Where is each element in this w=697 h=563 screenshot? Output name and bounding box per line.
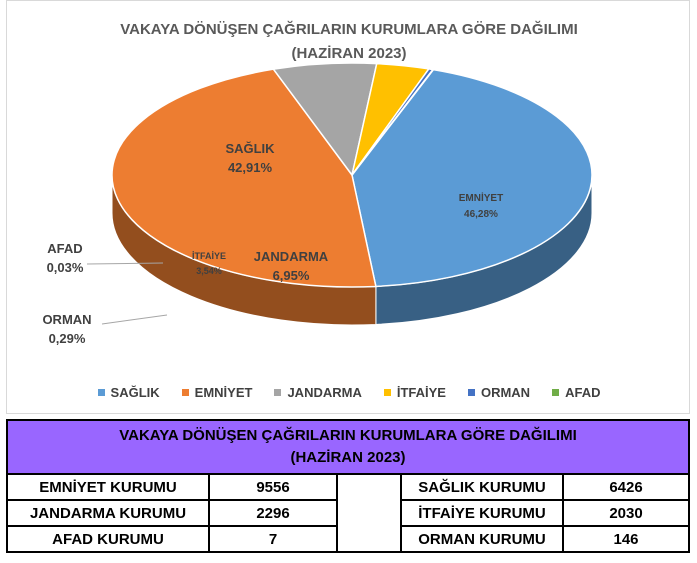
data-label-percent: 0,29% [49,331,86,346]
legend-label: SAĞLIK [110,385,160,400]
pie-chart: SAĞLIK 42,91% EMNİYET 46,28% JANDARMA 6,95% İT… [42,62,593,346]
chart-subtitle: (HAZİRAN 2023) [291,45,407,62]
pie-slice-emni̇yet [111,68,377,288]
table-cell-label: AFAD KURUMU [6,525,210,553]
legend-item: SAĞLIK [97,385,160,400]
legend-swatch [181,389,189,396]
data-label-name: SAĞLIK [225,141,275,156]
legend-swatch [97,389,105,396]
legend-label: JANDARMA [287,385,362,400]
table-cell-value: 2296 [208,499,338,527]
table-header: VAKAYA DÖNÜŞEN ÇAĞRILARIN KURUMLARA GÖRE… [6,419,690,475]
legend-label: ORMAN [480,385,531,400]
data-label-name: EMNİYET [459,191,503,204]
data-label-name: İTFAİYE [192,251,226,261]
legend-swatch [467,389,475,396]
data-label-name: ORMAN [42,312,91,327]
data-label-percent: 42,91% [228,160,273,175]
table-row: EMNİYET KURUMU 9556 SAĞLIK KURUMU 6426 [6,473,690,553]
table-subtitle: (HAZİRAN 2023) [290,449,406,466]
pie-slice-afad [351,68,435,176]
table-cell-value: 6426 [562,473,690,501]
table-cell-value: 146 [562,525,690,553]
data-label-percent: 0,03% [47,260,84,275]
legend-label: EMNİYET [194,385,253,400]
legend-label: İTFAİYE [396,385,446,400]
legend-swatch [383,389,391,396]
table-cell-label: ORMAN KURUMU [400,525,564,553]
leader-line-orman [101,314,168,325]
legend-swatch [274,389,282,396]
table-cell-label: JANDARMA KURUMU [6,499,210,527]
chart-title: VAKAYA DÖNÜŞEN ÇAĞRILARIN KURUMLARA GÖRE… [120,21,578,38]
legend-item: EMNİYET [181,385,253,400]
legend-item: İTFAİYE [383,385,446,400]
table-cell-label: SAĞLIK KURUMU [400,473,564,501]
table-title: VAKAYA DÖNÜŞEN ÇAĞRILARIN KURUMLARA GÖRE… [119,427,577,444]
data-label-name: JANDARMA [254,249,329,264]
table-cell-label: EMNİYET KURUMU [6,473,210,501]
summary-table: VAKAYA DÖNÜŞEN ÇAĞRILARIN KURUMLARA GÖRE… [6,419,690,553]
leader-line-afad [86,262,164,265]
table-cell-value: 2030 [562,499,690,527]
data-label-percent: 3,54% [196,266,222,276]
chart-area: VAKAYA DÖNÜŞEN ÇAĞRILARIN KURUMLARA GÖRE… [6,0,690,414]
legend-swatch [552,389,560,396]
pie-slice-jandarma [272,62,378,177]
chart-legend: SAĞLIK EMNİYET JANDARMA İTFAİYE ORMAN AFAD [7,385,691,400]
legend-item: JANDARMA [274,385,362,400]
data-label-percent: 6,95% [273,268,310,283]
table-row: AFAD KURUMU 7 ORMAN KURUMU 146 [6,525,690,553]
table-cell-label: İTFAİYE KURUMU [400,499,564,527]
data-label-percent: 46,28% [464,209,498,220]
legend-item: AFAD [552,385,600,400]
data-label-name: AFAD [47,241,82,256]
table-cell-value: 9556 [208,473,338,501]
table-row: JANDARMA KURUMU 2296 İTFAİYE KURUMU 2030 [6,499,690,527]
table-cell-value: 7 [208,525,338,553]
legend-label: AFAD [565,385,601,400]
table-spacer [336,473,402,553]
legend-item: ORMAN [467,385,531,400]
pie-slice-sağlik [351,68,593,288]
